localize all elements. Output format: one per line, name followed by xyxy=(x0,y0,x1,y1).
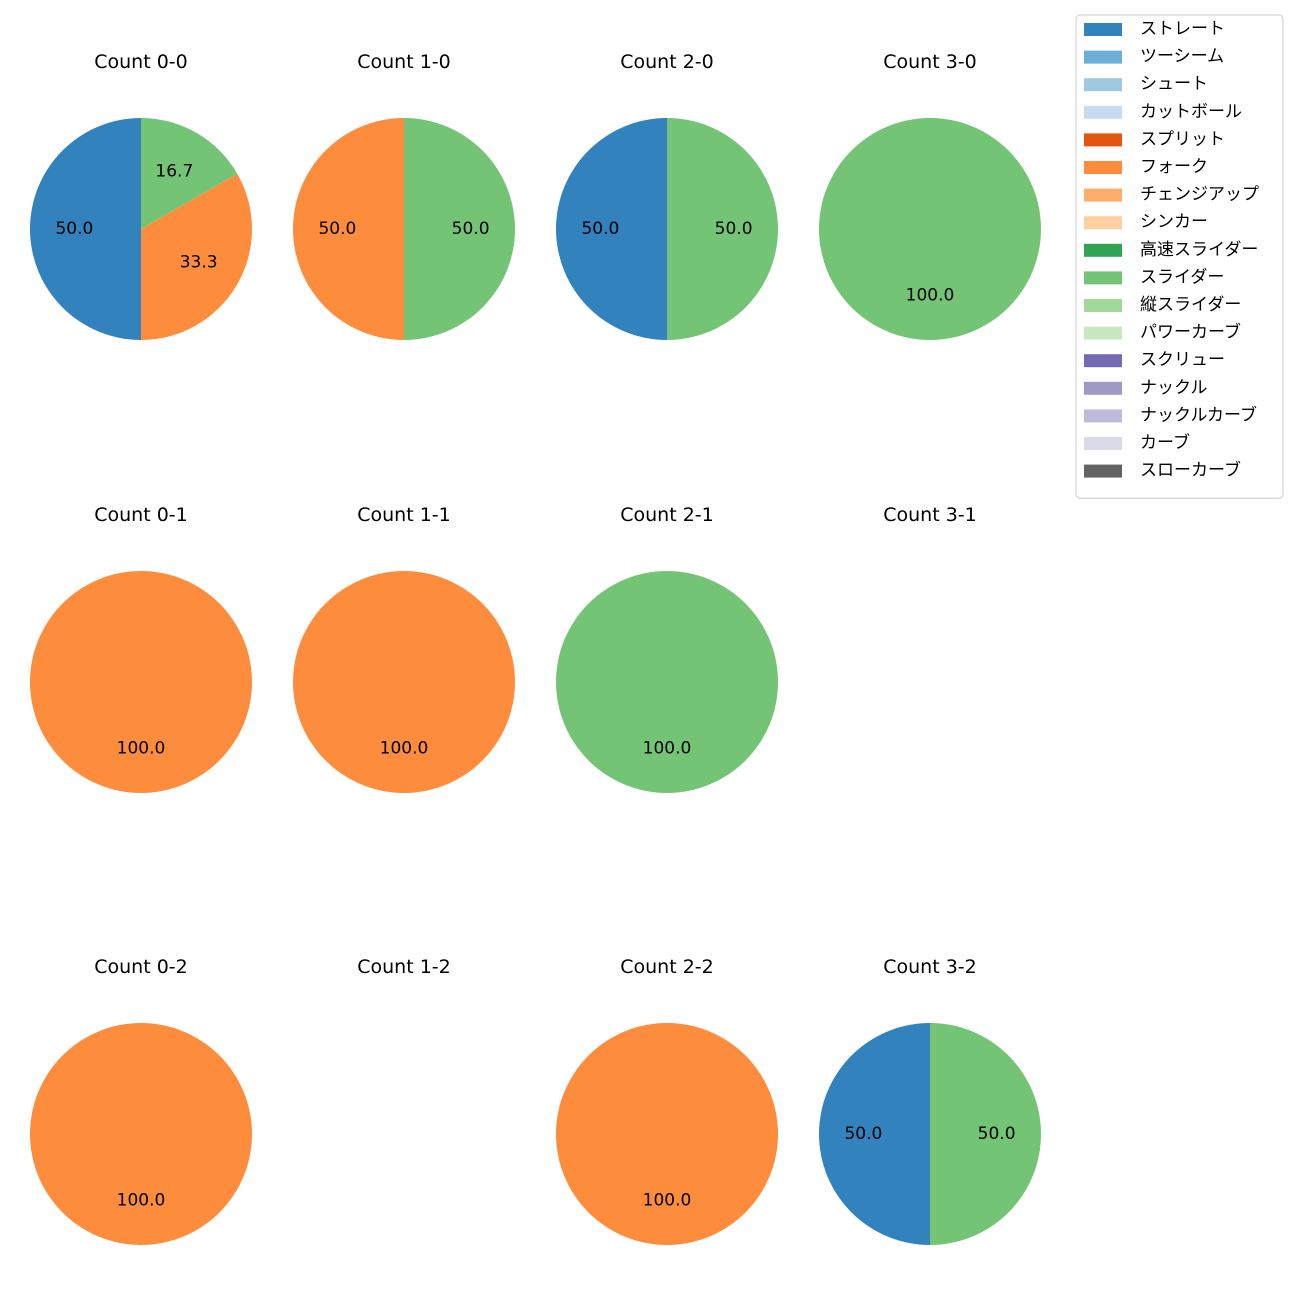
pie-slice xyxy=(556,118,667,340)
legend-swatch xyxy=(1084,354,1122,368)
legend-label: カーブ xyxy=(1140,432,1190,453)
legend-label: スプリット xyxy=(1140,129,1225,149)
panel-title: Count 3-1 xyxy=(883,504,977,526)
legend-label: ナックル xyxy=(1140,378,1208,398)
legend-label: ツーシーム xyxy=(1140,47,1224,67)
pie-panel: Count 3-1 xyxy=(883,504,977,526)
legend-label: シンカー xyxy=(1140,212,1208,232)
legend-label: パワーカーブ xyxy=(1140,322,1241,343)
slice-label: 100.0 xyxy=(643,1191,692,1211)
pie-slice xyxy=(819,118,1041,340)
legend: ストレートツーシームシュートカットボールスプリットフォークチェンジアップシンカー… xyxy=(1075,14,1284,499)
pie-slice xyxy=(819,1023,930,1245)
slice-label: 50.0 xyxy=(55,219,93,239)
pie-slice xyxy=(30,571,252,793)
legend-swatch xyxy=(1084,243,1122,257)
panel-title: Count 1-2 xyxy=(357,956,451,978)
slice-label: 100.0 xyxy=(117,1191,166,1211)
legend-swatch xyxy=(1084,188,1122,202)
pie-panel: Count 2-2 100.0 xyxy=(556,956,778,1245)
slice-label: 50.0 xyxy=(978,1124,1016,1144)
pie-panel: Count 3-0 100.0 xyxy=(819,51,1041,340)
pie-slice xyxy=(30,118,141,340)
pie-slice xyxy=(556,1023,778,1245)
slice-label: 50.0 xyxy=(844,1124,882,1144)
legend-swatch xyxy=(1084,78,1122,92)
panel-title: Count 1-1 xyxy=(357,504,451,526)
legend-label: シュート xyxy=(1140,74,1208,94)
panel-title: Count 0-2 xyxy=(94,956,188,978)
slice-label: 100.0 xyxy=(643,739,692,759)
legend-swatch xyxy=(1084,133,1122,147)
panel-title: Count 2-2 xyxy=(620,956,714,978)
legend-swatch xyxy=(1084,161,1122,174)
pie-slice xyxy=(141,118,238,229)
pie-slice xyxy=(141,173,252,340)
legend-label: スクリュー xyxy=(1140,350,1225,370)
pie-slice xyxy=(293,571,515,793)
legend-label: カットボール xyxy=(1140,102,1242,122)
legend-swatch xyxy=(1084,23,1122,36)
pie-panel: Count 3-2 50.0 50.0 xyxy=(819,956,1041,1245)
legend-swatch xyxy=(1084,464,1122,478)
slice-label: 50.0 xyxy=(452,219,490,239)
legend-label: ナックルカーブ xyxy=(1140,404,1257,425)
legend-swatch xyxy=(1084,50,1122,64)
pie-slice xyxy=(667,118,778,340)
legend-swatch xyxy=(1084,299,1122,312)
pie-slice xyxy=(30,1023,252,1245)
legend-label: 高速スライダー xyxy=(1140,240,1258,260)
panel-title: Count 0-1 xyxy=(94,504,188,526)
legend-label: 縦スライダー xyxy=(1140,295,1241,315)
pie-panel: Count 2-0 50.0 50.0 xyxy=(556,51,778,340)
pie-panel: Count 0-0 50.0 33.3 16.7 xyxy=(30,51,252,340)
legend-label: チェンジアップ xyxy=(1140,185,1259,205)
pie-slice xyxy=(930,1023,1041,1245)
legend-swatch xyxy=(1084,409,1122,423)
pie-panel: Count 2-1 100.0 xyxy=(556,504,778,793)
slice-label: 33.3 xyxy=(180,252,218,272)
pie-panel: Count 1-1 100.0 xyxy=(293,504,515,793)
legend-swatch xyxy=(1084,216,1122,230)
legend-swatch xyxy=(1084,381,1122,395)
legend-swatch xyxy=(1084,271,1122,285)
slice-label: 50.0 xyxy=(318,219,356,239)
legend-label: スローカーブ xyxy=(1140,460,1241,481)
pie-slice xyxy=(556,571,778,793)
pie-panel: Count 0-2 100.0 xyxy=(30,956,252,1245)
panel-title: Count 3-2 xyxy=(883,956,977,978)
panel-title: Count 2-0 xyxy=(620,51,714,73)
slice-label: 100.0 xyxy=(117,739,166,759)
slice-label: 50.0 xyxy=(581,219,619,239)
legend-frame xyxy=(1075,14,1284,499)
panel-title: Count 0-0 xyxy=(94,51,188,73)
panel-title: Count 2-1 xyxy=(620,504,714,526)
legend-swatch xyxy=(1084,105,1122,119)
pie-slice xyxy=(404,118,515,340)
legend-swatch xyxy=(1084,326,1122,340)
panel-title: Count 1-0 xyxy=(357,51,451,73)
slice-label: 50.0 xyxy=(715,219,753,239)
legend-label: スライダー xyxy=(1140,267,1224,287)
pie-panel: Count 0-1 100.0 xyxy=(30,504,252,793)
pie-panel: Count 1-0 50.0 50.0 xyxy=(293,51,515,340)
slice-label: 100.0 xyxy=(380,739,429,759)
legend-label: ストレート xyxy=(1140,19,1225,39)
slice-label: 16.7 xyxy=(155,161,193,181)
pie-panel: Count 1-2 xyxy=(357,956,451,978)
pie-slice xyxy=(293,118,404,340)
slice-label: 100.0 xyxy=(906,286,955,306)
legend-swatch xyxy=(1084,437,1122,450)
panel-title: Count 3-0 xyxy=(883,51,977,73)
legend-label: フォーク xyxy=(1140,157,1208,177)
